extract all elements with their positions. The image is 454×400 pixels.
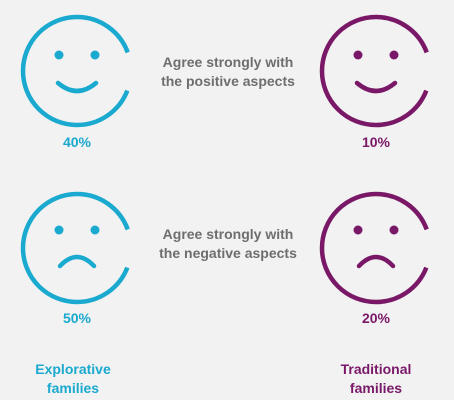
- smile-face-traditional-icon: [318, 13, 434, 129]
- row-label-negative: Agree strongly with the negative aspects: [140, 225, 316, 263]
- traditional-negative-percent: 20%: [361, 310, 391, 326]
- group-label-line: Explorative: [35, 361, 111, 377]
- row-label-line: the positive aspects: [161, 73, 295, 89]
- row-label-line: Agree strongly with: [162, 54, 294, 70]
- group-label-line: Traditional: [340, 361, 412, 377]
- group-label-line: families: [349, 380, 403, 396]
- frown-face-traditional-icon: [318, 190, 434, 306]
- frown-face-explorative-icon: [19, 190, 135, 306]
- explorative-positive-percent: 40%: [62, 134, 92, 150]
- row-label-line: Agree strongly with: [162, 226, 294, 242]
- explorative-families-label: Explorative families: [3, 360, 143, 398]
- explorative-negative-percent: 50%: [62, 310, 92, 326]
- row-label-line: the negative aspects: [159, 245, 297, 261]
- traditional-families-label: Traditional families: [306, 360, 446, 398]
- group-label-line: families: [46, 380, 100, 396]
- traditional-positive-percent: 10%: [361, 134, 391, 150]
- row-label-positive: Agree strongly with the positive aspects: [140, 53, 316, 91]
- smile-face-explorative-icon: [19, 13, 135, 129]
